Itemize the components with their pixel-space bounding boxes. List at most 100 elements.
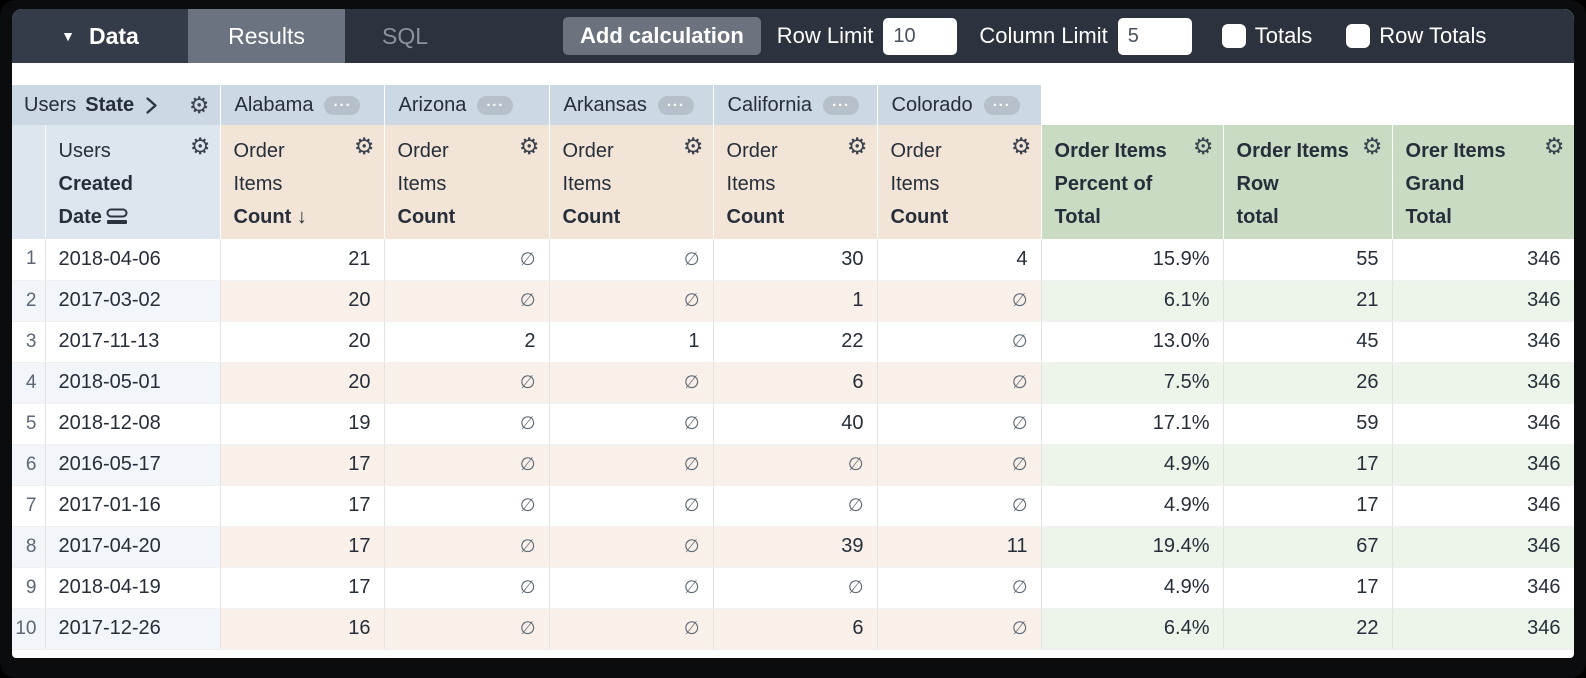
gear-icon[interactable]: ⚙	[188, 91, 210, 118]
gear-icon[interactable]: ⚙	[682, 133, 704, 159]
grand-total-cell[interactable]: 346	[1392, 362, 1574, 404]
totals-checkbox[interactable]: Totals	[1221, 23, 1312, 49]
date-cell[interactable]: 2017-12-26	[45, 608, 221, 650]
measure-cell[interactable]: ∅	[384, 239, 550, 281]
row-totals-checkbox-box[interactable]	[1346, 24, 1371, 48]
row-total-cell[interactable]: 22	[1223, 608, 1393, 650]
measure-cell[interactable]: 17	[220, 526, 385, 568]
grand-total-cell[interactable]: 346	[1392, 444, 1574, 486]
measure-cell[interactable]: 2	[384, 321, 550, 363]
grand-total-cell[interactable]: 346	[1392, 403, 1574, 445]
measure-cell[interactable]: ∅	[713, 485, 878, 527]
gear-icon[interactable]: ⚙	[518, 133, 540, 159]
measure-cell[interactable]: 6	[713, 362, 878, 404]
tab-sql[interactable]: SQL	[381, 22, 429, 49]
measure-cell[interactable]: ∅	[384, 403, 550, 445]
percent-cell[interactable]: 19.4%	[1041, 526, 1224, 568]
measure-cell[interactable]: 40	[713, 403, 878, 445]
measure-cell[interactable]: 30	[713, 239, 878, 281]
measure-cell[interactable]: 20	[220, 321, 385, 363]
measure-cell[interactable]: 22	[713, 321, 878, 363]
measure-cell[interactable]: ∅	[384, 567, 550, 609]
measure-cell[interactable]: 39	[713, 526, 878, 568]
measure-cell[interactable]: ∅	[384, 608, 550, 650]
column-limit-input[interactable]	[1117, 17, 1192, 55]
date-cell[interactable]: 2017-04-20	[45, 526, 221, 568]
measure-cell[interactable]: ∅	[549, 362, 714, 404]
percent-cell[interactable]: 6.1%	[1041, 280, 1224, 322]
row-total-cell[interactable]: 67	[1223, 526, 1393, 568]
measure-cell[interactable]: ∅	[549, 403, 714, 445]
gear-icon[interactable]: ⚙	[1010, 133, 1032, 159]
calc-header-grand-total[interactable]: Orer Items Grand Total ⚙	[1392, 125, 1574, 239]
measure-header-colorado-count[interactable]: Order Items Count ⚙	[877, 125, 1042, 239]
measure-cell[interactable]: ∅	[713, 567, 878, 609]
measure-cell[interactable]: ∅	[877, 403, 1042, 445]
measure-cell[interactable]: ∅	[384, 526, 550, 568]
measure-cell[interactable]: ∅	[877, 444, 1042, 486]
row-total-cell[interactable]: 17	[1223, 567, 1393, 609]
gear-icon[interactable]: ⚙	[1361, 133, 1383, 159]
date-cell[interactable]: 2018-12-08	[45, 403, 221, 445]
pivot-value-header-california[interactable]: California ···	[713, 85, 878, 125]
data-section-toggle[interactable]: ▼ Data	[12, 9, 188, 63]
measure-cell[interactable]: ∅	[549, 444, 714, 486]
row-total-cell[interactable]: 26	[1223, 362, 1393, 404]
measure-cell[interactable]: ∅	[877, 362, 1042, 404]
measure-cell[interactable]: 19	[220, 403, 385, 445]
measure-cell[interactable]: 17	[220, 444, 385, 486]
measure-cell[interactable]: ∅	[877, 567, 1042, 609]
date-cell[interactable]: 2018-04-06	[45, 239, 221, 281]
percent-cell[interactable]: 4.9%	[1041, 485, 1224, 527]
measure-cell[interactable]: ∅	[549, 239, 714, 281]
measure-cell[interactable]: ∅	[877, 280, 1042, 322]
percent-cell[interactable]: 4.9%	[1041, 567, 1224, 609]
measure-header-california-count[interactable]: Order Items Count ⚙	[713, 125, 878, 239]
grand-total-cell[interactable]: 346	[1392, 239, 1574, 281]
date-cell[interactable]: 2017-01-16	[45, 485, 221, 527]
row-total-cell[interactable]: 45	[1223, 321, 1393, 363]
percent-cell[interactable]: 17.1%	[1041, 403, 1224, 445]
pivot-value-header-arkansas[interactable]: Arkansas ···	[549, 85, 714, 125]
expand-chevron-icon[interactable]	[145, 96, 158, 115]
add-calculation-button[interactable]: Add calculation	[563, 17, 761, 55]
gear-icon[interactable]: ⚙	[1192, 133, 1214, 159]
row-totals-checkbox[interactable]: Row Totals	[1346, 23, 1486, 49]
calc-header-percent-of-total[interactable]: Order Items Percent of Total ⚙	[1041, 125, 1224, 239]
percent-cell[interactable]: 13.0%	[1041, 321, 1224, 363]
measure-cell[interactable]: ∅	[549, 526, 714, 568]
ellipsis-menu-icon[interactable]: ···	[324, 95, 361, 115]
grand-total-cell[interactable]: 346	[1392, 321, 1574, 363]
grand-total-cell[interactable]: 346	[1392, 280, 1574, 322]
percent-cell[interactable]: 15.9%	[1041, 239, 1224, 281]
row-total-cell[interactable]: 17	[1223, 485, 1393, 527]
gear-icon[interactable]: ⚙	[189, 133, 211, 159]
measure-cell[interactable]: 17	[220, 485, 385, 527]
measure-cell[interactable]: ∅	[549, 567, 714, 609]
grand-total-cell[interactable]: 346	[1392, 526, 1574, 568]
ellipsis-menu-icon[interactable]: ···	[477, 95, 514, 115]
row-total-cell[interactable]: 55	[1223, 239, 1393, 281]
totals-checkbox-box[interactable]	[1221, 24, 1246, 48]
sort-desc-arrow-icon[interactable]: ↓	[296, 206, 307, 228]
row-dimension-header[interactable]: Users Created Date ⚙	[45, 125, 221, 239]
pivot-value-header-alabama[interactable]: Alabama ···	[220, 85, 385, 125]
measure-cell[interactable]: ∅	[877, 485, 1042, 527]
measure-cell[interactable]: 20	[220, 280, 385, 322]
date-cell[interactable]: 2018-05-01	[45, 362, 221, 404]
measure-cell[interactable]: ∅	[384, 485, 550, 527]
measure-cell[interactable]: ∅	[384, 362, 550, 404]
pivot-value-header-arizona[interactable]: Arizona ···	[384, 85, 550, 125]
measure-cell[interactable]: 6	[713, 608, 878, 650]
percent-cell[interactable]: 7.5%	[1041, 362, 1224, 404]
grand-total-cell[interactable]: 346	[1392, 567, 1574, 609]
grand-total-cell[interactable]: 346	[1392, 485, 1574, 527]
grand-total-cell[interactable]: 346	[1392, 608, 1574, 650]
measure-cell[interactable]: 17	[220, 567, 385, 609]
measure-cell[interactable]: 4	[877, 239, 1042, 281]
measure-cell[interactable]: ∅	[549, 280, 714, 322]
row-total-cell[interactable]: 17	[1223, 444, 1393, 486]
row-limit-input[interactable]	[883, 17, 958, 55]
pivot-value-header-colorado[interactable]: Colorado ···	[877, 85, 1042, 125]
row-total-cell[interactable]: 59	[1223, 403, 1393, 445]
